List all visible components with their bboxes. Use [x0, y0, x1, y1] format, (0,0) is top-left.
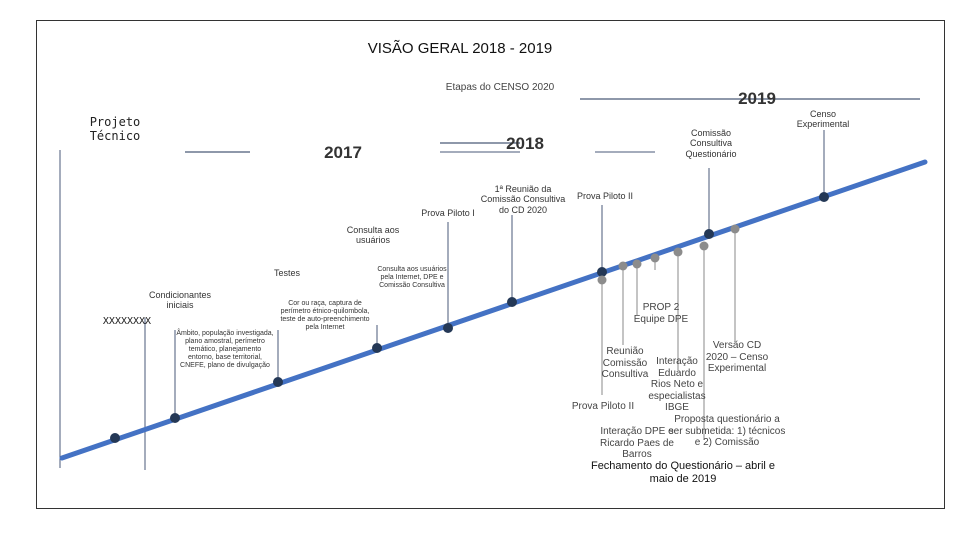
node-gray-2 [618, 261, 628, 271]
node-gray-1 [597, 275, 607, 285]
node-testes [273, 377, 283, 387]
label-versao-cd: Versão CD 2020 – Censo Experimental [705, 340, 769, 374]
timeline-line [59, 159, 928, 461]
label-reuniao-comissao: Reunião Comissão Consultiva [601, 346, 649, 380]
year-2019: 2019 [738, 89, 776, 108]
label-consulta-usuarios: Consulta aos usuários [346, 225, 400, 246]
label-prova-piloto-2-top: Prova Piloto II [576, 191, 634, 201]
label-prova-piloto-2-low: Prova Piloto II [571, 401, 635, 412]
label-interacao-ricardo: Interação DPE e Ricardo Paes de Barros [600, 426, 674, 460]
label-projeto-tecnico: Projeto Técnico [89, 115, 141, 143]
label-prop2: PROP 2 Equipe DPE [633, 302, 689, 325]
label-cor-raca: Cor ou raça, captura de perímetro étnico… [280, 300, 370, 332]
node-reuniao-1 [507, 297, 517, 307]
label-comissao-questionario: Comissão Consultiva Questionário [685, 128, 737, 159]
label-consulta-internet: Consulta aos usuários pela Internet, DPE… [377, 266, 447, 290]
node-prova-piloto-2 [597, 267, 607, 277]
label-reuniao-1: 1ª Reunião da Comissão Consultiva do CD … [480, 184, 566, 215]
label-xxx: XXXXXXXX [102, 316, 152, 327]
node-gray-7 [730, 224, 740, 234]
node-gray-5 [673, 247, 683, 257]
label-censo-experimental: Censo Experimental [796, 109, 850, 130]
label-interacao-eduardo: Interação Eduardo Rios Neto e especialis… [648, 356, 706, 413]
slide-frame [36, 20, 945, 509]
node-consulta [372, 343, 382, 353]
node-prova-piloto-1 [443, 323, 453, 333]
label-fechamento: Fechamento do Questionário – abril e mai… [590, 460, 776, 485]
label-prova-piloto-1: Prova Piloto I [421, 208, 475, 218]
node-comissao [704, 229, 714, 239]
label-ambito: Âmbito, população investigada, plano amo… [176, 330, 274, 370]
year-2018: 2018 [506, 134, 544, 153]
year-2017: 2017 [324, 143, 362, 162]
label-proposta: Proposta questionário a ser submetida: 1… [668, 414, 786, 448]
subtitle: Etapas do CENSO 2020 [445, 82, 555, 93]
node-gray-6 [699, 241, 709, 251]
label-condicionantes: Condicionantes iniciais [148, 290, 212, 311]
node-censo-experimental [819, 192, 829, 202]
node-gray-4 [650, 253, 660, 263]
page-title: VISÃO GERAL 2018 - 2019 [367, 40, 553, 57]
node-condicionantes [170, 413, 180, 423]
node-gray-3 [632, 259, 642, 269]
label-testes: Testes [273, 268, 300, 278]
node-xxx [110, 433, 120, 443]
